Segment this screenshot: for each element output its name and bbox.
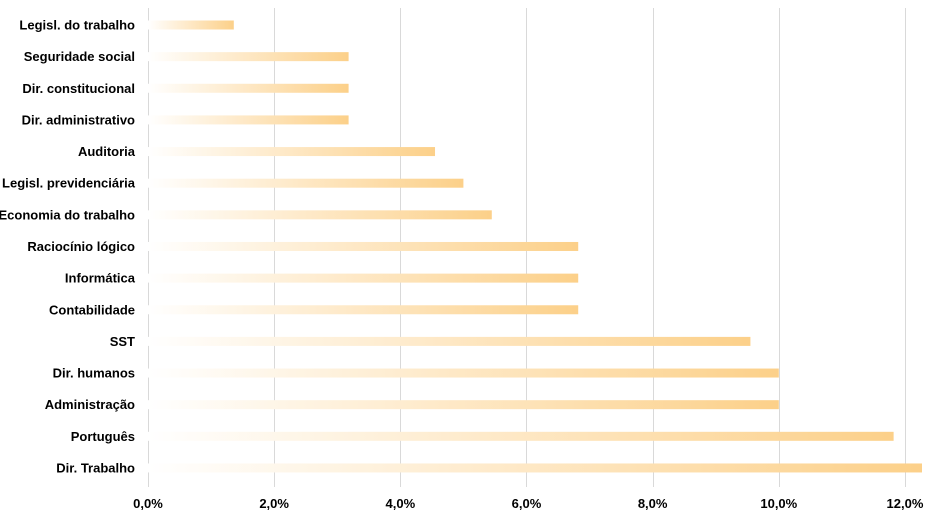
bar-3 (148, 115, 349, 125)
bar-2 (148, 83, 349, 93)
bar-11 (148, 368, 779, 378)
category-label-13: Português (71, 429, 135, 444)
x-tick-label-1: 2,0% (259, 496, 289, 511)
bar-8 (148, 273, 579, 283)
bar-13 (148, 431, 894, 441)
category-label-6: Economia do trabalho (0, 207, 135, 222)
category-labels: Legisl. do trabalho Seguridade social Dir.… (0, 18, 136, 476)
category-label-12: Administração (45, 397, 135, 412)
bars (148, 20, 922, 473)
category-label-14: Dir. Trabalho (56, 460, 135, 475)
category-label-1: Seguridade social (24, 49, 135, 64)
bar-1 (148, 52, 349, 62)
x-tick-label-6: 12,0% (887, 496, 924, 511)
x-tick-label-5: 10,0% (760, 496, 797, 511)
bar-6 (148, 210, 492, 220)
category-label-0: Legisl. do trabalho (19, 18, 135, 33)
category-label-4: Auditoria (78, 144, 136, 159)
bar-5 (148, 178, 464, 188)
category-label-3: Dir. administrativo (22, 112, 135, 127)
bar-14 (148, 463, 922, 473)
bar-7 (148, 241, 579, 251)
bar-9 (148, 305, 579, 315)
category-label-7: Raciocínio lógico (27, 239, 135, 254)
category-label-10: SST (110, 334, 135, 349)
x-tick-label-0: 0,0% (133, 496, 163, 511)
bar-12 (148, 400, 779, 410)
category-label-8: Informática (65, 271, 136, 286)
bar-4 (148, 147, 436, 157)
category-label-11: Dir. humanos (53, 366, 135, 381)
x-tick-label-4: 8,0% (638, 496, 668, 511)
x-tick-label-2: 4,0% (386, 496, 416, 511)
category-label-9: Contabilidade (49, 302, 135, 317)
bar-10 (148, 336, 751, 346)
x-axis-tick-labels: 0,0% 2,0% 4,0% 6,0% 8,0% 10,0% 12,0% (133, 496, 924, 511)
category-label-2: Dir. constitucional (22, 81, 135, 96)
category-label-5: Legisl. previdenciária (2, 176, 136, 191)
bar-0 (148, 20, 234, 30)
x-tick-label-3: 6,0% (512, 496, 542, 511)
